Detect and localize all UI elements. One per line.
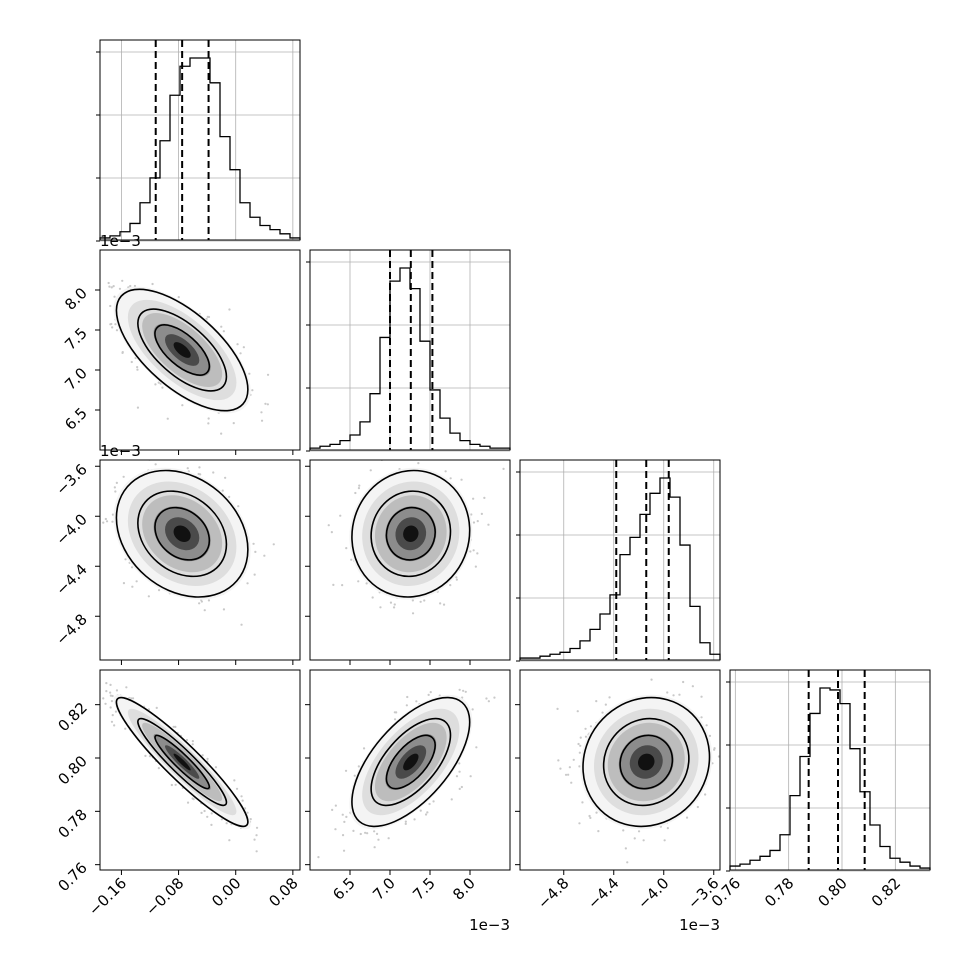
y-tick-label-3-1: 0.78 — [54, 805, 90, 841]
histogram-panel-2 — [516, 459, 721, 662]
density-level-5-0-1 — [173, 342, 191, 358]
y-tick-label-2-2: −4.0 — [52, 510, 90, 548]
panel-content-2-3 — [556, 678, 720, 864]
density-level-5-1-3 — [403, 753, 419, 771]
x-tick-label-2-1: −4.4 — [584, 874, 622, 912]
scatter-panel-1-3 — [305, 669, 511, 875]
contour-1-0-3 — [137, 717, 228, 807]
contour-2-0-3 — [154, 734, 211, 790]
panel-frame-2-3 — [519, 669, 721, 871]
contour-0-0-1 — [115, 288, 249, 412]
contour-0-0-3 — [115, 696, 249, 828]
y-tick-label-3-0: 0.76 — [54, 859, 90, 895]
x-tick-label-3-1: 0.78 — [761, 874, 797, 910]
contour-2-2-3 — [619, 734, 674, 790]
contour-2-0-1 — [154, 324, 211, 376]
panel-content-0-3 — [102, 682, 259, 853]
panel-frame-3 — [729, 669, 931, 871]
contour-2-1-2 — [385, 506, 436, 561]
x-tick-label-0-0: −0.16 — [85, 874, 130, 919]
histogram-panel-1 — [306, 249, 511, 452]
histogram-step-2 — [519, 477, 721, 660]
y-tick-label-2-3: −3.6 — [52, 460, 90, 498]
y-tick-label-3-2: 0.80 — [54, 752, 90, 788]
panel-frame-0-3 — [99, 669, 301, 871]
x-tick-label-0-2: 0.00 — [208, 874, 244, 910]
contour-2-0-2 — [154, 506, 211, 561]
histogram-panel-0 — [96, 39, 301, 242]
y-tick-label-3-3: 0.82 — [54, 699, 90, 735]
scatter-panel-0-1 — [95, 249, 301, 455]
y-offset-label-1: 1e−3 — [100, 232, 141, 250]
contour-2-1-3 — [385, 734, 436, 790]
contour-0-0-2 — [115, 469, 249, 598]
x-tick-label-1-3: 8.0 — [449, 874, 479, 904]
x-offset-label-1: 1e−3 — [469, 916, 510, 934]
histogram-step-3 — [729, 687, 931, 870]
density-level-5-0-3 — [173, 753, 191, 771]
density-level-5-0-2 — [173, 525, 191, 543]
y-tick-label-1-3: 8.0 — [61, 284, 91, 314]
y-tick-label-2-0: −4.8 — [52, 610, 90, 648]
panel-frame-0 — [99, 39, 301, 241]
x-tick-label-1-1: 7.0 — [369, 874, 399, 904]
y-tick-label-1-1: 7.0 — [61, 364, 91, 394]
histogram-panel-3 — [726, 669, 931, 872]
contour-0-1-3 — [351, 696, 471, 828]
scatter-panel-0-2 — [95, 459, 301, 665]
panel-frame-1-3 — [309, 669, 511, 871]
contour-0-2-3 — [582, 696, 711, 828]
contour-1-0-2 — [137, 490, 228, 578]
panel-frame-1-2 — [309, 459, 511, 661]
x-tick-label-0-1: −0.08 — [142, 874, 187, 919]
panel-frame-2 — [519, 459, 721, 661]
panel-frame-1 — [309, 249, 511, 451]
density-level-5-2-3 — [638, 753, 655, 771]
y-offset-label-2: 1e−3 — [100, 442, 141, 460]
panel-content-0-1 — [107, 279, 270, 435]
y-tick-label-1-0: 6.5 — [61, 404, 91, 434]
x-tick-label-1-0: 6.5 — [329, 874, 359, 904]
panel-frame-0-2 — [99, 459, 301, 661]
x-tick-label-3-2: 0.80 — [814, 874, 850, 910]
contour-1-0-1 — [137, 308, 228, 392]
contour-1-1-3 — [370, 717, 452, 807]
panel-frame-0-1 — [99, 249, 301, 451]
contour-1-1-2 — [370, 490, 452, 578]
contour-0-1-2 — [351, 469, 471, 598]
scatter-panel-0-3 — [95, 669, 301, 875]
panel-content-0-2 — [102, 460, 275, 626]
panel-content-1-2 — [327, 460, 505, 615]
panel-content-1-3 — [317, 688, 496, 859]
scatter-panel-2-3 — [515, 669, 721, 875]
histogram-step-0 — [99, 57, 301, 240]
y-tick-label-2-1: −4.4 — [52, 560, 90, 598]
x-offset-label-2: 1e−3 — [679, 916, 720, 934]
x-tick-label-2-2: −4.0 — [634, 874, 672, 912]
x-tick-label-0-3: 0.08 — [265, 874, 301, 910]
contour-1-2-3 — [602, 717, 690, 807]
y-tick-label-1-2: 7.5 — [61, 324, 91, 354]
x-tick-label-2-0: −4.8 — [534, 874, 572, 912]
scatter-panel-1-2 — [305, 459, 511, 665]
x-tick-label-1-2: 7.5 — [409, 874, 439, 904]
density-level-5-1-2 — [403, 525, 419, 542]
x-tick-label-3-3: 0.82 — [868, 874, 904, 910]
